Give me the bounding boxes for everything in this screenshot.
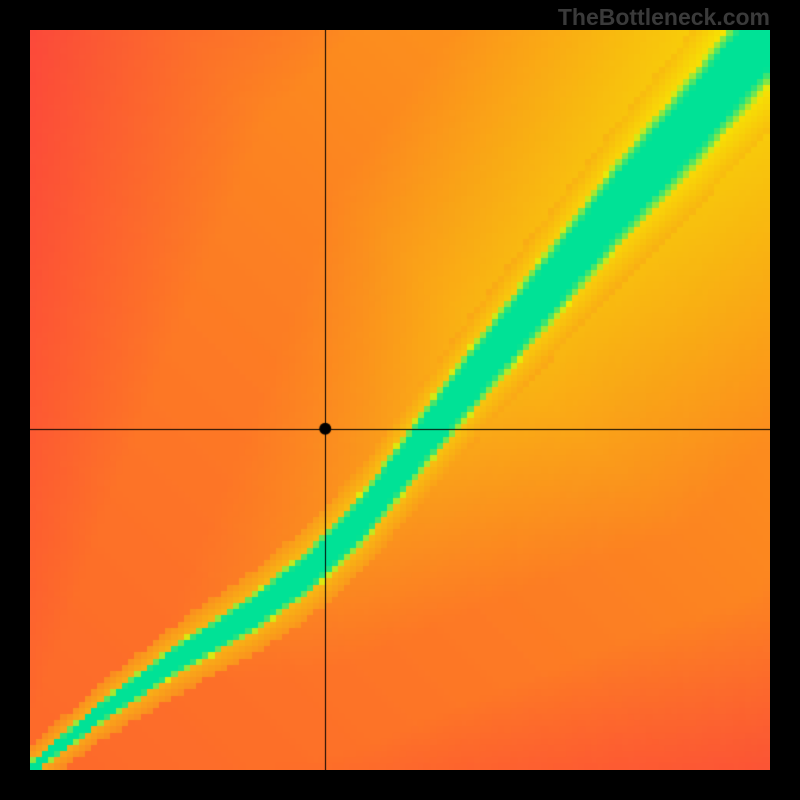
bottleneck-heatmap	[30, 30, 770, 770]
chart-container: { "image": { "width": 800, "height": 800…	[0, 0, 800, 800]
watermark-text: TheBottleneck.com	[558, 4, 770, 31]
